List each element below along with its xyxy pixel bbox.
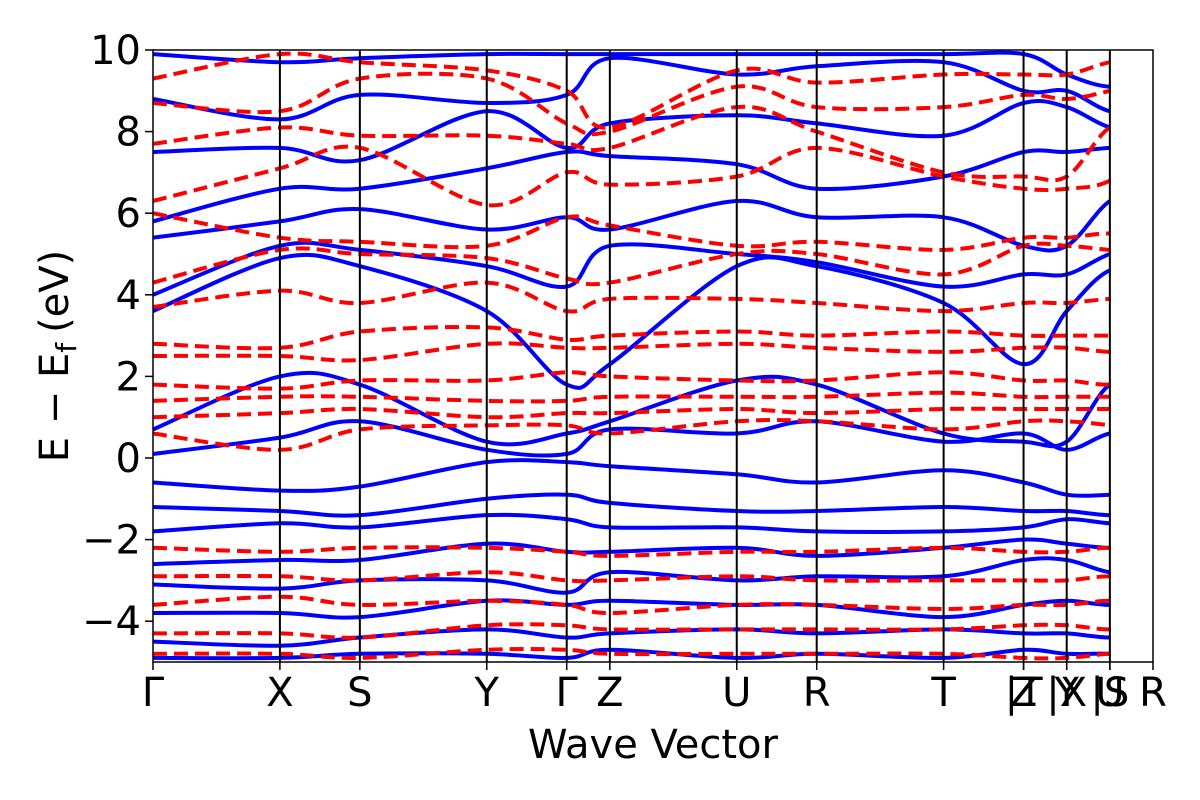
- band-line-solid: [153, 512, 1111, 534]
- x-tick-label: |T: [1005, 670, 1043, 716]
- x-tick-label: Y: [1053, 670, 1079, 716]
- band-line-dashed: [153, 622, 1110, 640]
- band-line-solid: [153, 198, 1112, 253]
- band-line-dashed: [153, 144, 1111, 208]
- y-tick-label: 0: [116, 436, 141, 482]
- x-tick-label: |X: [1046, 670, 1087, 716]
- band-line-dashed: [153, 341, 1110, 363]
- band-line-solid: [153, 556, 1111, 595]
- band-line-solid: [153, 419, 1111, 458]
- band-line-dashed: [153, 211, 1110, 252]
- band-line-solid: [153, 55, 1111, 122]
- y-tick-label: 10: [90, 28, 141, 74]
- x-tick-label: X: [266, 670, 293, 716]
- y-tick-label: 6: [116, 191, 141, 237]
- x-axis: Γ X S Y Γ Z U R T Z|T Y|X U|S R: [142, 662, 1167, 716]
- plot-frame: [152, 49, 1154, 663]
- x-tick-label: Z: [596, 670, 623, 716]
- band-line-solid: [153, 537, 1110, 567]
- band-line-dashed: [153, 325, 1110, 351]
- y-axis-title-subscript: f: [50, 342, 83, 353]
- band-line-solid: [153, 370, 1112, 449]
- x-tick-label: T: [930, 670, 956, 716]
- x-tick-label: R: [1139, 670, 1167, 716]
- x-tick-label: U: [1095, 670, 1124, 716]
- band-line-dashed: [153, 71, 1111, 137]
- band-line-dashed: [153, 390, 1110, 404]
- band-line-dashed: [153, 370, 1110, 391]
- band-line-dashed: [153, 545, 1110, 558]
- band-line-solid: [153, 458, 1110, 498]
- band-line-solid: [153, 252, 1111, 390]
- x-tick-label: Y: [474, 670, 500, 716]
- band-line-solid: [153, 240, 1111, 297]
- band-line-dashed: [153, 594, 1110, 616]
- band-line-solid: [153, 145, 1110, 224]
- y-axis-title: E − Ef (eV): [32, 250, 83, 463]
- y-axis-title-main: E − E: [32, 353, 78, 463]
- x-tick-label: U: [722, 670, 751, 716]
- kpoint-lines: [278, 50, 1111, 662]
- y-tick-label: −2: [82, 518, 141, 564]
- band-line-dashed: [153, 570, 1110, 584]
- band-line-dashed: [153, 280, 1110, 314]
- y-tick-label: 8: [116, 110, 141, 156]
- band-line-solid: [153, 647, 1110, 661]
- y-tick-label: 4: [116, 273, 141, 319]
- x-axis-title: Wave Vector: [528, 722, 779, 768]
- x-tick-label: R: [803, 670, 831, 716]
- band-line-solid: [153, 50, 1111, 89]
- band-line-solid: [153, 627, 1110, 648]
- x-tick-label: Γ: [142, 670, 165, 716]
- bands-layer: [153, 50, 1112, 661]
- x-tick-label: Γ: [556, 670, 579, 716]
- band-line-dashed: [153, 417, 1111, 452]
- x-tick-label: S: [347, 670, 372, 716]
- x-tick-label: Z: [1010, 670, 1037, 716]
- band-line-solid: [153, 492, 1110, 518]
- y-tick-label: −4: [82, 599, 141, 645]
- y-tick-label: 2: [116, 354, 141, 400]
- y-axis-title-unit: (eV): [32, 250, 78, 333]
- band-line-dashed: [153, 646, 1110, 661]
- y-axis: 10 8 6 4 2 0 −2 −4: [82, 28, 153, 645]
- band-line-dashed: [153, 406, 1110, 420]
- band-line-dashed: [153, 104, 1112, 183]
- x-tick-label: |S: [1090, 670, 1129, 716]
